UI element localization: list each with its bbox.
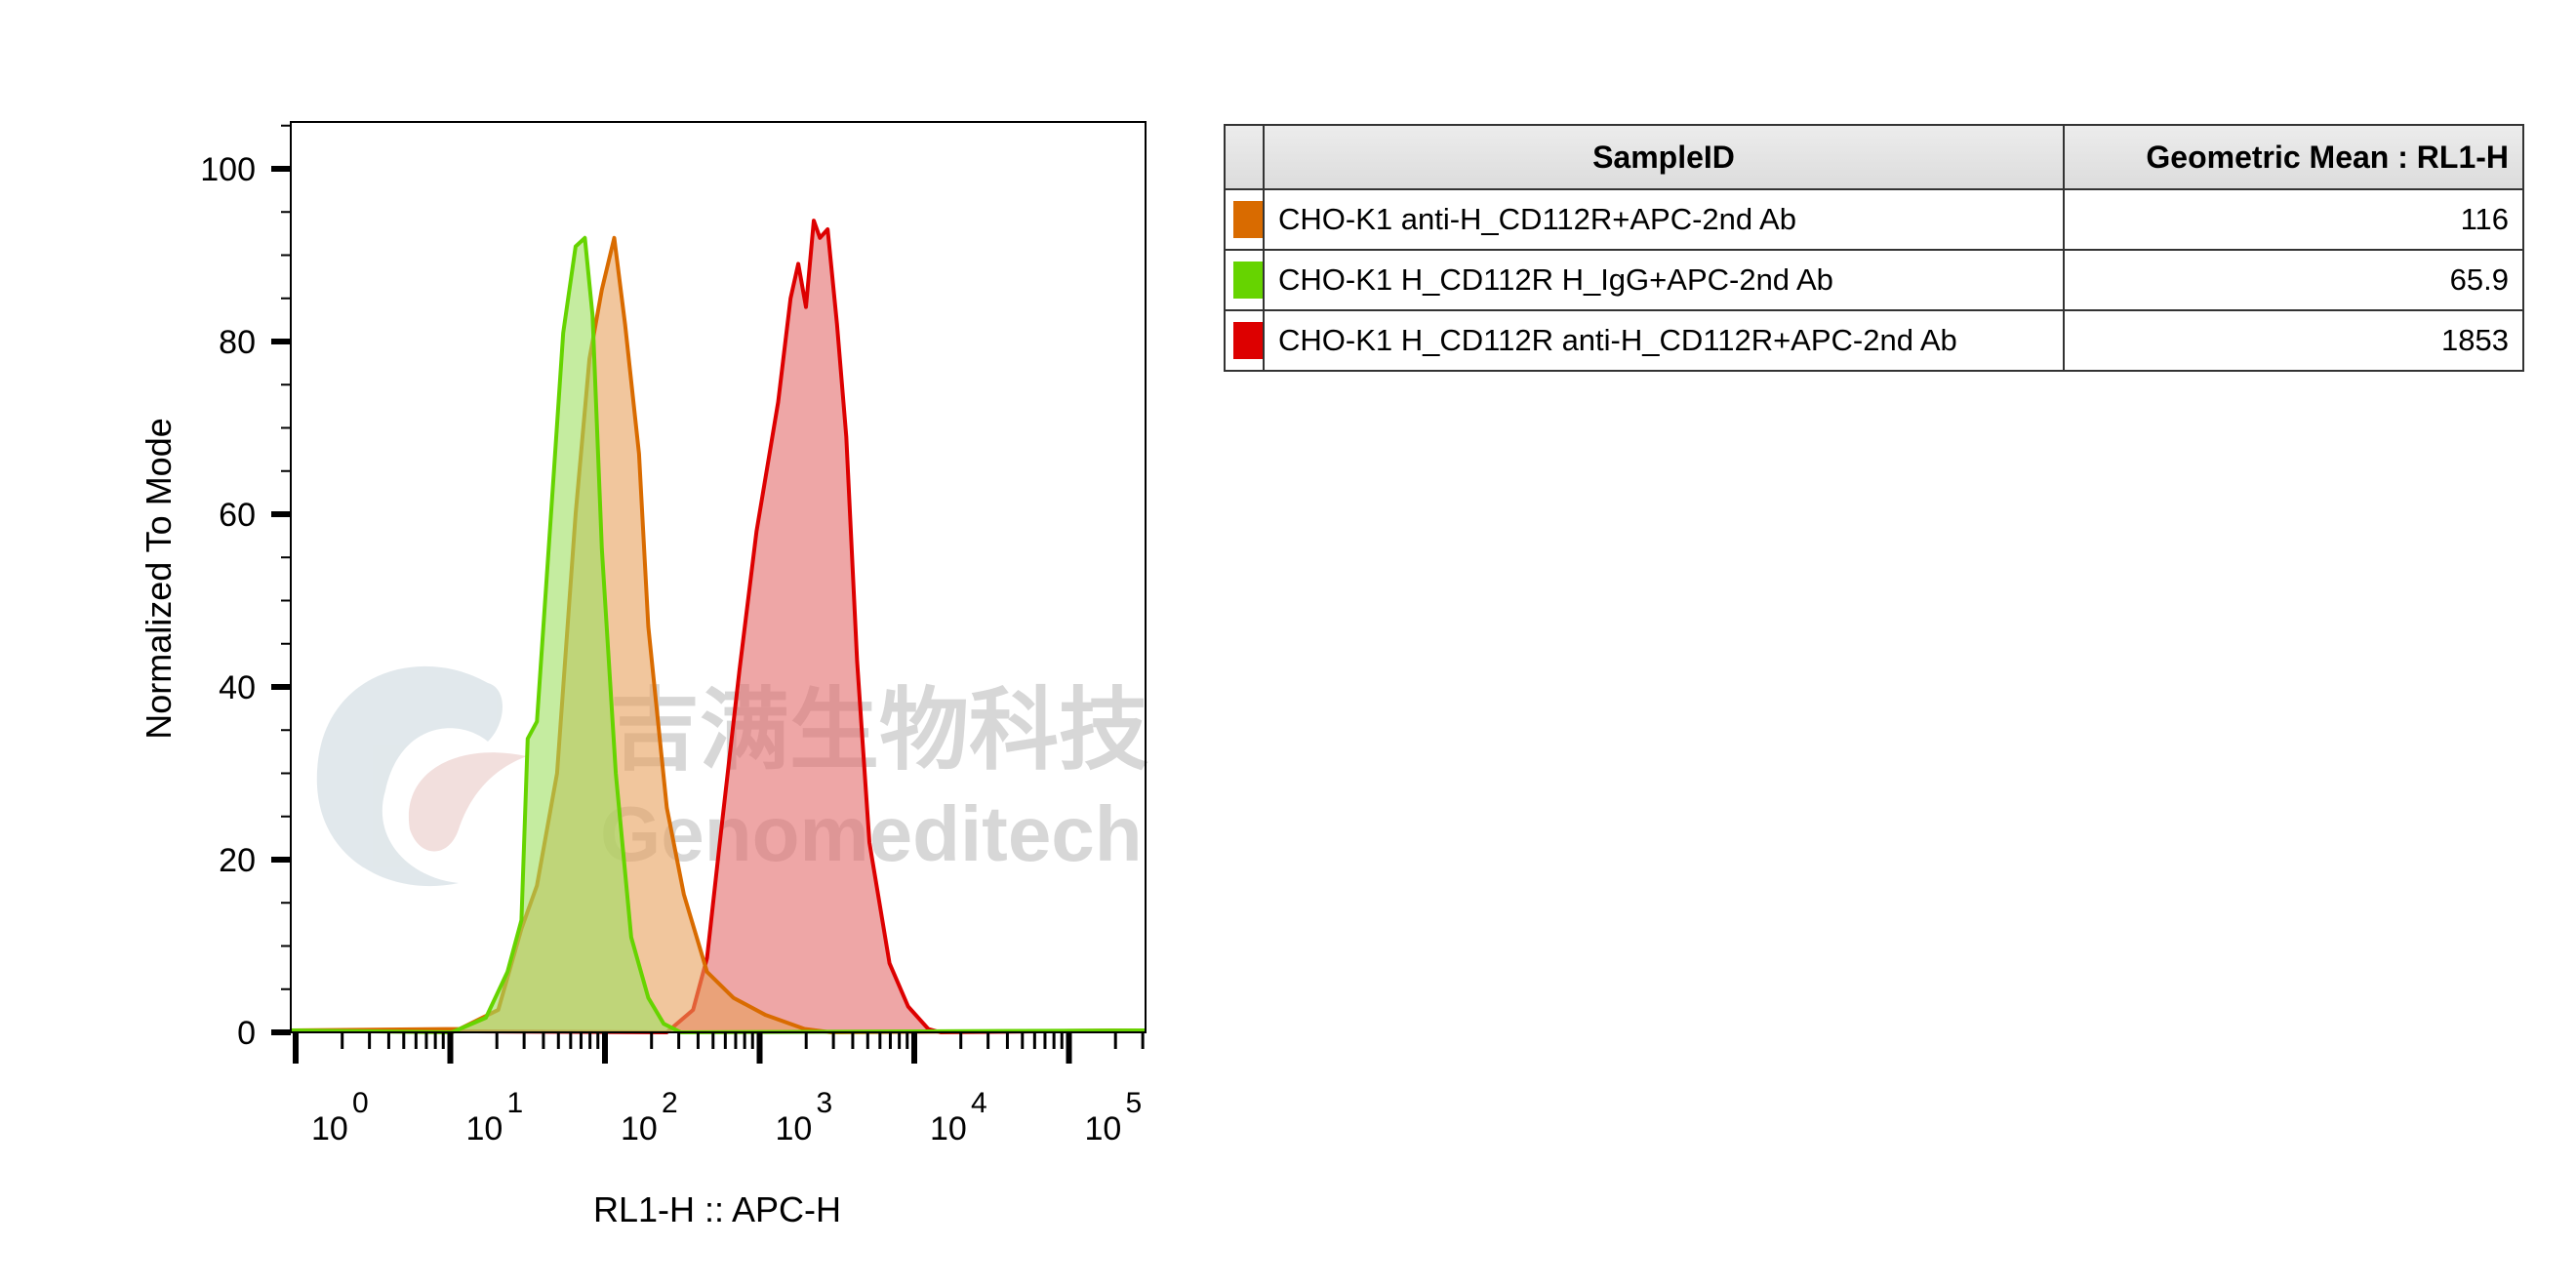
series-layer bbox=[290, 219, 1147, 1034]
table-header-row: SampleID Geometric Mean : RL1-H bbox=[1224, 124, 2524, 190]
y-axis-label: Normalized To Mode bbox=[139, 418, 179, 739]
y-tick-label: 20 bbox=[219, 842, 256, 879]
series-line-1 bbox=[290, 235, 1147, 1034]
table-row: CHO-K1 H_CD112R H_IgG+APC-2nd Ab 65.9 bbox=[1224, 249, 2524, 311]
x-tick-exponent: 1 bbox=[507, 1087, 524, 1119]
x-tick-label: 10 bbox=[930, 1110, 967, 1147]
header-geometric-mean: Geometric Mean : RL1-H bbox=[2063, 124, 2524, 190]
y-tick-label: 40 bbox=[219, 669, 256, 706]
x-tick-exponent: 4 bbox=[971, 1087, 987, 1119]
series-line-2 bbox=[290, 219, 1147, 1034]
table-row: CHO-K1 anti-H_CD112R+APC-2nd Ab 116 bbox=[1224, 188, 2524, 251]
legend-swatch-orange bbox=[1233, 201, 1263, 239]
watermark-logo-icon bbox=[316, 665, 503, 887]
x-tick-label: 10 bbox=[1085, 1110, 1122, 1147]
x-tick-exponent: 2 bbox=[662, 1087, 678, 1119]
series-fill-1 bbox=[452, 237, 681, 1033]
table-row: CHO-K1 H_CD112R anti-H_CD112R+APC-2nd Ab… bbox=[1224, 309, 2524, 372]
geometric-mean: 116 bbox=[2063, 188, 2524, 251]
x-tick-label: 10 bbox=[776, 1110, 813, 1147]
legend-swatch-red bbox=[1233, 322, 1263, 360]
legend-swatch-green bbox=[1233, 262, 1263, 300]
watermark-cn: 吉满生物科技 bbox=[610, 678, 1148, 783]
header-swatch bbox=[1224, 124, 1265, 190]
y-tick-label: 100 bbox=[200, 151, 256, 188]
sample-id: CHO-K1 anti-H_CD112R+APC-2nd Ab bbox=[1263, 188, 2065, 251]
geometric-mean: 1853 bbox=[2063, 309, 2524, 372]
x-tick-exponent: 0 bbox=[352, 1087, 369, 1119]
geometric-mean: 65.9 bbox=[2063, 249, 2524, 311]
sample-id: CHO-K1 H_CD112R H_IgG+APC-2nd Ab bbox=[1263, 249, 2065, 311]
statistics-table: SampleID Geometric Mean : RL1-H CHO-K1 a… bbox=[1224, 124, 2524, 372]
x-tick-label: 10 bbox=[311, 1110, 348, 1147]
x-tick-label: 10 bbox=[621, 1110, 658, 1147]
x-tick-exponent: 5 bbox=[1126, 1087, 1143, 1119]
y-tick-label: 0 bbox=[237, 1015, 256, 1052]
y-tick-label: 60 bbox=[219, 497, 256, 534]
watermark: 吉满生物科技 Genomeditech bbox=[316, 665, 1148, 887]
watermark-logo-swirl-icon bbox=[408, 752, 527, 852]
x-tick-label: 10 bbox=[466, 1110, 503, 1147]
y-tick-label: 80 bbox=[219, 324, 256, 361]
plot-frame bbox=[290, 121, 1147, 1033]
x-tick-exponent: 3 bbox=[817, 1087, 833, 1119]
sample-id: CHO-K1 H_CD112R anti-H_CD112R+APC-2nd Ab bbox=[1263, 309, 2065, 372]
x-axis-label: RL1-H :: APC-H bbox=[593, 1189, 841, 1229]
header-sampleid: SampleID bbox=[1263, 124, 2065, 190]
series-fill-2 bbox=[666, 221, 941, 1033]
